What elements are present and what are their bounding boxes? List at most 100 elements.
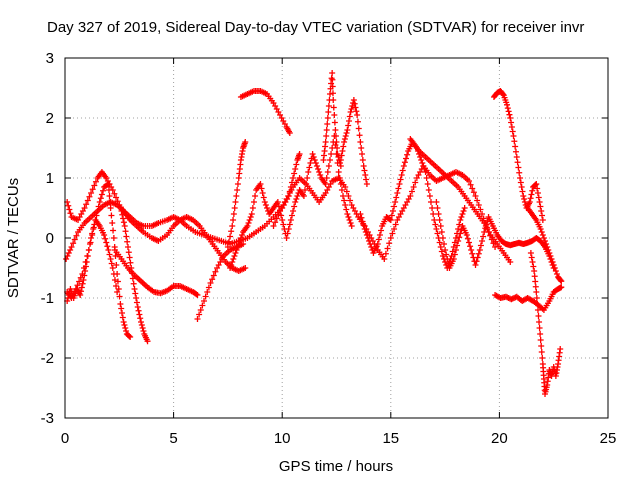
data-point [536, 325, 543, 331]
data-point [531, 268, 538, 274]
data-point [194, 316, 201, 322]
data-point [234, 244, 241, 250]
data-point [317, 172, 324, 178]
data-point [549, 259, 556, 265]
data-point [341, 136, 348, 142]
data-point [86, 193, 93, 200]
data-point [343, 206, 350, 213]
data-point [306, 164, 313, 171]
data-point [109, 265, 116, 271]
data-point [230, 217, 237, 223]
data-point [341, 197, 348, 204]
data-point [293, 161, 300, 168]
data-point [343, 188, 350, 195]
data-point [468, 247, 475, 253]
data-point [323, 133, 330, 139]
series-track-13 [337, 97, 370, 187]
data-point [65, 250, 72, 256]
data-point [107, 205, 114, 211]
data-point [231, 253, 238, 259]
data-point [245, 220, 252, 226]
data-point [329, 90, 336, 97]
data-point [465, 239, 472, 246]
data-point [234, 187, 241, 193]
data-point [441, 241, 448, 247]
data-point [374, 241, 381, 247]
data-point [334, 145, 341, 151]
data-point [552, 268, 559, 274]
data-point [512, 148, 519, 155]
data-point [113, 262, 120, 268]
data-point [427, 199, 434, 205]
data-point [286, 221, 293, 228]
data-point [67, 247, 74, 253]
data-point [291, 203, 298, 210]
data-point [296, 151, 303, 157]
data-point [272, 219, 279, 226]
data-point [71, 236, 78, 243]
data-point [527, 250, 534, 256]
data-point [514, 159, 521, 166]
data-point [483, 221, 490, 228]
data-point [326, 157, 333, 163]
data-point [292, 199, 299, 205]
data-point [310, 154, 317, 160]
data-point [323, 127, 330, 133]
data-point [419, 160, 426, 166]
data-point [68, 244, 75, 250]
data-point [421, 166, 428, 172]
data-point [107, 199, 114, 205]
data-point [307, 160, 314, 166]
chart-title: Day 327 of 2019, Sidereal Day-to-day VTE… [47, 19, 584, 36]
data-point [81, 205, 88, 211]
y-tick-labels: -3 -2 -1 0 1 2 3 [41, 50, 54, 427]
data-point [113, 283, 120, 289]
data-point [479, 238, 486, 244]
data-point [259, 190, 266, 196]
data-point [325, 163, 332, 169]
data-point [111, 190, 118, 197]
data-point [476, 247, 483, 253]
data-point [133, 295, 140, 301]
grid-lines [65, 58, 608, 418]
y-tick-label: -1 [41, 290, 54, 307]
data-point [354, 112, 361, 118]
data-point [280, 221, 287, 228]
data-point [196, 311, 203, 318]
data-point [262, 202, 269, 208]
data-point [302, 187, 309, 193]
data-point [361, 167, 368, 174]
data-point [454, 242, 461, 249]
data-point [507, 259, 514, 265]
data-point [464, 235, 471, 242]
data-point [534, 190, 541, 196]
data-point [117, 301, 124, 307]
data-point [521, 196, 528, 202]
data-point [398, 172, 405, 178]
data-point [425, 187, 432, 193]
data-point [330, 97, 337, 103]
data-point [346, 217, 353, 223]
data-point [504, 101, 511, 108]
data-point [546, 250, 553, 256]
data-point [366, 238, 373, 244]
data-point [412, 179, 419, 186]
data-point [358, 145, 365, 151]
data-point [461, 205, 468, 211]
data-point [288, 212, 295, 219]
data-point [557, 346, 564, 352]
data-point [93, 212, 100, 219]
data-point [544, 244, 551, 250]
data-point [279, 217, 286, 223]
data-point [338, 187, 345, 193]
data-point [433, 199, 440, 205]
data-point [439, 253, 446, 259]
y-tick-label: 1 [46, 170, 54, 187]
data-point [205, 284, 212, 291]
data-point [137, 315, 144, 322]
data-point [229, 259, 236, 265]
data-point [324, 121, 331, 127]
data-point [338, 152, 345, 159]
data-point [360, 222, 367, 229]
data-point [100, 187, 107, 194]
